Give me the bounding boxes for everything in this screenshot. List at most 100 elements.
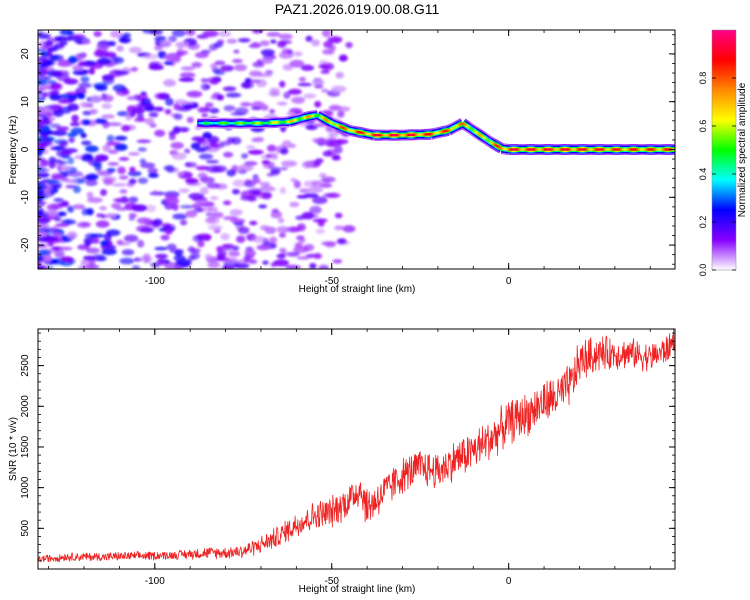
spectrogram-noise-blob — [200, 49, 212, 54]
spectrogram-noise-blob — [93, 30, 102, 38]
spectrogram-noise-blob — [153, 106, 164, 112]
spectrogram-noise-blob — [144, 117, 155, 125]
spectrogram-noise-blob — [104, 213, 117, 219]
spectrogram-x-label: Height of straight line (km) — [299, 284, 416, 295]
spectrogram-noise-blob — [106, 134, 115, 143]
spectrogram-noise-blob — [155, 253, 168, 259]
spectrogram-noise-blob — [66, 231, 78, 239]
spectrogram-noise-blob — [92, 254, 106, 261]
spectrogram-noise-blob — [38, 56, 48, 64]
spectrogram-noise-blob — [180, 66, 195, 71]
spectrogram-noise-blob — [309, 262, 317, 269]
spectrogram-ridge-segment — [340, 125, 343, 129]
spectrogram-noise-blob — [119, 189, 128, 194]
spectrogram-noise-blob — [48, 182, 63, 187]
spectrogram-noise-blob — [277, 217, 285, 224]
spectrogram-noise-blob — [185, 178, 199, 185]
spectrogram-noise-blob — [185, 210, 198, 218]
spectrogram-noise-blob — [163, 60, 174, 66]
spectrogram-noise-blob — [253, 136, 265, 143]
spectrogram-noise-blob — [117, 166, 126, 175]
spectrogram-noise-blob — [118, 175, 129, 180]
spectrogram-noise-blob — [217, 250, 227, 258]
spectrogram-ridge-segment — [453, 125, 457, 129]
y-tick-label: 1500 — [20, 435, 31, 458]
spectrogram-noise-blob — [121, 124, 131, 132]
spectrogram-noise-blob — [184, 148, 191, 154]
spectrogram-noise-blob — [38, 124, 45, 130]
spectrogram-noise-blob — [280, 166, 288, 171]
spectrogram-noise-blob — [171, 152, 187, 160]
spectrogram-noise-blob — [205, 165, 221, 173]
spectrogram-noise-blob — [84, 241, 91, 247]
colorbar-tick-label: 0.6 — [698, 120, 708, 133]
spectrogram-ridge-segment — [486, 138, 491, 143]
spectrogram-noise-blob — [107, 149, 119, 155]
spectrogram-noise-blob — [46, 80, 57, 85]
spectrogram-noise-blob — [63, 78, 79, 85]
spectrogram-noise-blob — [279, 80, 286, 88]
spectrogram-noise-blob — [313, 139, 329, 144]
spectrogram-noise-blob — [160, 234, 170, 241]
spectrogram-noise-blob — [130, 66, 138, 72]
spectrogram-noise-blob — [165, 228, 173, 235]
spectrogram-noise-blob — [200, 176, 215, 184]
spectrogram-noise-blob — [178, 77, 195, 82]
spectrogram-noise-blob — [231, 188, 240, 195]
spectrogram-noise-blob — [142, 30, 158, 34]
spectrogram-noise-blob — [204, 102, 214, 108]
spectrogram-noise-blob — [82, 110, 92, 116]
spectrogram-noise-blob — [334, 139, 349, 145]
spectrogram-noise-blob — [213, 70, 226, 76]
spectrogram-noise-blob — [68, 137, 75, 143]
spectrogram-noise-blob — [322, 150, 333, 157]
spectrogram-noise-blob — [54, 250, 65, 258]
x-tick-label: -100 — [145, 276, 165, 287]
spectrogram-noise-blob — [58, 246, 73, 251]
spectrogram-ridge-segment — [343, 127, 347, 131]
spectrogram-noise-blob — [262, 186, 276, 192]
spectrogram-noise-blob — [79, 101, 90, 108]
spectrogram-noise-blob — [38, 201, 45, 207]
spectrogram-ridge-segment — [462, 122, 466, 126]
spectrogram-noise-blob — [261, 57, 274, 64]
spectrogram-noise-blob — [335, 71, 344, 79]
spectrogram-noise-blob — [42, 83, 51, 90]
spectrogram-noise-blob — [38, 141, 44, 149]
spectrogram-noise-blob — [209, 107, 220, 114]
spectrogram-noise-blob — [85, 179, 98, 187]
spectrogram-ridge-segment — [456, 123, 460, 128]
spectrogram-noise-blob — [51, 71, 62, 78]
spectrogram-ridge-segment — [477, 132, 482, 137]
spectrogram-noise-blob — [50, 174, 64, 180]
spectrogram-noise-blob — [53, 198, 64, 202]
spectrogram-noise-blob — [312, 196, 328, 205]
spectrogram-noise-blob — [303, 93, 317, 99]
spectrogram-noise-blob — [93, 49, 106, 57]
spectrogram-noise-blob — [176, 171, 184, 176]
spectrogram-ridge-segment — [318, 114, 322, 119]
spectrogram-y-label: Frequency (Hz) — [8, 116, 19, 185]
spectrogram-ridge-segment — [327, 120, 331, 124]
spectrogram-ridge-segment — [324, 118, 328, 122]
spectrogram-noise-blob — [193, 207, 203, 213]
spectrogram-noise-blob — [136, 139, 152, 144]
spectrogram-noise-blob — [200, 201, 215, 208]
spectrogram-noise-blob — [264, 70, 274, 75]
spectrogram-noise-blob — [60, 165, 71, 171]
spectrogram-noise-blob — [76, 53, 86, 59]
spectrogram-noise-blob — [169, 248, 185, 254]
spectrogram-noise-blob — [52, 109, 64, 117]
x-tick-label: 0 — [506, 576, 512, 587]
spectrogram-noise-blob — [77, 265, 94, 269]
spectrogram-noise-blob — [128, 46, 143, 54]
spectrogram-noise-blob — [127, 170, 142, 177]
spectrogram-noise-blob — [100, 188, 108, 196]
spectrogram-noise-blob — [101, 248, 117, 256]
spectrogram-noise-blob — [170, 142, 184, 150]
spectrogram-noise-blob — [58, 93, 75, 100]
snr-x-label: Height of straight line (km) — [299, 584, 416, 595]
colorbar: 0.0 0.2 0.4 0.6 0.8 Normalized spectral ampl… — [698, 29, 748, 276]
spectrogram-noise-blob — [139, 227, 152, 233]
spectrogram-y-axis: -20 -10 0 10 20 — [20, 34, 675, 265]
